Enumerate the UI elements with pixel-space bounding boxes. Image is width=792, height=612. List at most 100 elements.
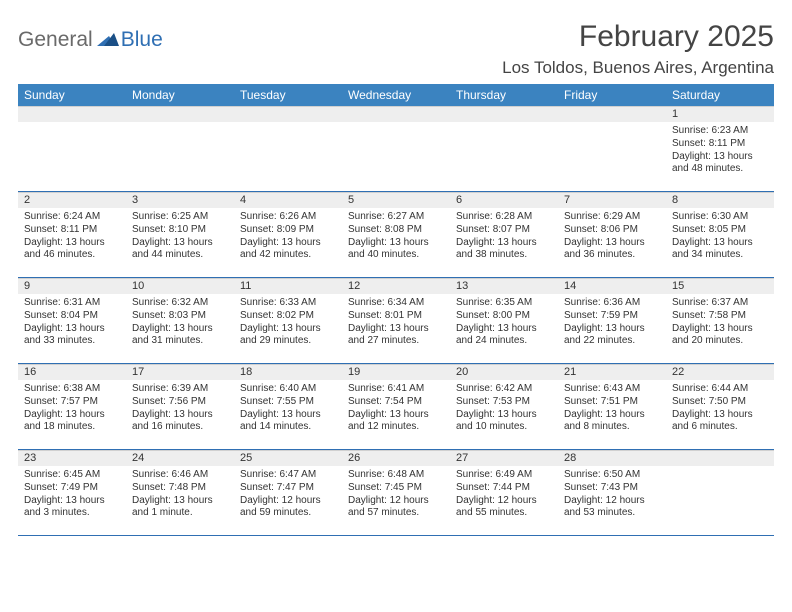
sunset-text: Sunset: 7:49 PM [24, 482, 120, 495]
day-cell: Sunrise: 6:25 AMSunset: 8:10 PMDaylight:… [126, 208, 234, 277]
sunrise-text: Sunrise: 6:28 AM [456, 211, 552, 224]
daylight-text: Daylight: 13 hours and 33 minutes. [24, 323, 120, 349]
day-of-week-header: Sunday Monday Tuesday Wednesday Thursday… [18, 84, 774, 106]
daylight-text: Daylight: 13 hours and 34 minutes. [672, 237, 768, 263]
day-cell: Sunrise: 6:44 AMSunset: 7:50 PMDaylight:… [666, 380, 774, 449]
day-number [558, 107, 666, 122]
day-number: 23 [18, 451, 126, 466]
sunrise-text: Sunrise: 6:50 AM [564, 469, 660, 482]
sunrise-text: Sunrise: 6:29 AM [564, 211, 660, 224]
sunrise-text: Sunrise: 6:45 AM [24, 469, 120, 482]
sunset-text: Sunset: 7:47 PM [240, 482, 336, 495]
day-cell [126, 122, 234, 191]
sunset-text: Sunset: 8:07 PM [456, 224, 552, 237]
day-number: 1 [666, 107, 774, 122]
day-cell: Sunrise: 6:35 AMSunset: 8:00 PMDaylight:… [450, 294, 558, 363]
day-cell: Sunrise: 6:29 AMSunset: 8:06 PMDaylight:… [558, 208, 666, 277]
sunset-text: Sunset: 8:08 PM [348, 224, 444, 237]
calendar-page: General Blue February 2025 Los Toldos, B… [0, 0, 792, 612]
sunrise-text: Sunrise: 6:34 AM [348, 297, 444, 310]
sunrise-text: Sunrise: 6:27 AM [348, 211, 444, 224]
day-number: 14 [558, 279, 666, 294]
week-date-band: 2345678 [18, 192, 774, 208]
sunrise-text: Sunrise: 6:33 AM [240, 297, 336, 310]
dow-saturday: Saturday [666, 84, 774, 106]
dow-friday: Friday [558, 84, 666, 106]
sunset-text: Sunset: 7:50 PM [672, 396, 768, 409]
week-body: Sunrise: 6:38 AMSunset: 7:57 PMDaylight:… [18, 380, 774, 450]
week-body: Sunrise: 6:45 AMSunset: 7:49 PM Daylight:… [18, 466, 774, 536]
day-cell [342, 122, 450, 191]
day-cell: Sunrise: 6:28 AMSunset: 8:07 PMDaylight:… [450, 208, 558, 277]
day-number: 3 [126, 193, 234, 208]
week-date-band: 9101112131415 [18, 278, 774, 294]
day-cell: Sunrise: 6:50 AMSunset: 7:43 PMDaylight:… [558, 466, 666, 535]
day-cell: Sunrise: 6:47 AMSunset: 7:47 PMDaylight:… [234, 466, 342, 535]
sunrise-text: Sunrise: 6:31 AM [24, 297, 120, 310]
sunset-text: Sunset: 7:55 PM [240, 396, 336, 409]
week-body: Sunrise: 6:23 AMSunset: 8:11 PMDaylight:… [18, 122, 774, 192]
sunrise-text: Sunrise: 6:44 AM [672, 383, 768, 396]
sunset-text: Sunset: 7:51 PM [564, 396, 660, 409]
sunrise-text: Sunrise: 6:43 AM [564, 383, 660, 396]
sunrise-text: Sunrise: 6:40 AM [240, 383, 336, 396]
day-cell: Sunrise: 6:46 AMSunset: 7:48 PMDaylight:… [126, 466, 234, 535]
day-cell: Sunrise: 6:37 AMSunset: 7:58 PMDaylight:… [666, 294, 774, 363]
daylight-text: Daylight: 13 hours and 46 minutes. [24, 237, 120, 263]
day-cell: Sunrise: 6:26 AMSunset: 8:09 PMDaylight:… [234, 208, 342, 277]
day-number: 17 [126, 365, 234, 380]
day-cell [666, 466, 774, 535]
day-number: 8 [666, 193, 774, 208]
daylight-text: Daylight: 13 hours and 38 minutes. [456, 237, 552, 263]
week-date-band: 16171819202122 [18, 364, 774, 380]
day-cell: Sunrise: 6:43 AMSunset: 7:51 PMDaylight:… [558, 380, 666, 449]
day-cell: Sunrise: 6:24 AMSunset: 8:11 PMDaylight:… [18, 208, 126, 277]
daylight-text: Daylight: 12 hours and 57 minutes. [348, 495, 444, 521]
sunrise-text: Sunrise: 6:46 AM [132, 469, 228, 482]
daylight-text: Daylight: 13 hours and 48 minutes. [672, 151, 768, 177]
brand-word-1: General [18, 28, 93, 52]
daylight-text: Daylight: 13 hours and 27 minutes. [348, 323, 444, 349]
sunrise-text: Sunrise: 6:37 AM [672, 297, 768, 310]
sunset-text: Sunset: 7:53 PM [456, 396, 552, 409]
daylight-text: Daylight: 13 hours and 40 minutes. [348, 237, 444, 263]
sunset-text: Sunset: 7:44 PM [456, 482, 552, 495]
sunrise-text: Sunrise: 6:25 AM [132, 211, 228, 224]
sunrise-text: Sunrise: 6:39 AM [132, 383, 228, 396]
day-cell: Sunrise: 6:39 AMSunset: 7:56 PMDaylight:… [126, 380, 234, 449]
day-cell: Sunrise: 6:40 AMSunset: 7:55 PMDaylight:… [234, 380, 342, 449]
day-number: 19 [342, 365, 450, 380]
day-number: 11 [234, 279, 342, 294]
sunrise-text: Sunrise: 6:41 AM [348, 383, 444, 396]
sunset-text: Sunset: 8:09 PM [240, 224, 336, 237]
day-number: 25 [234, 451, 342, 466]
brand-mark-icon [97, 30, 119, 51]
day-cell: Sunrise: 6:49 AMSunset: 7:44 PMDaylight:… [450, 466, 558, 535]
sunrise-text: Sunrise: 6:32 AM [132, 297, 228, 310]
sunrise-text: Sunrise: 6:47 AM [240, 469, 336, 482]
sunset-text: Sunset: 8:05 PM [672, 224, 768, 237]
day-number: 4 [234, 193, 342, 208]
day-number [342, 107, 450, 122]
sunset-text: Sunset: 7:45 PM [348, 482, 444, 495]
day-number [18, 107, 126, 122]
sunset-text: Sunset: 8:11 PM [672, 138, 768, 151]
day-number: 6 [450, 193, 558, 208]
sunset-text: Sunset: 7:56 PM [132, 396, 228, 409]
sunrise-text: Sunrise: 6:24 AM [24, 211, 120, 224]
sunset-text: Sunset: 8:06 PM [564, 224, 660, 237]
sunrise-text: Sunrise: 6:36 AM [564, 297, 660, 310]
location-subtitle: Los Toldos, Buenos Aires, Argentina [502, 58, 774, 78]
day-cell: Sunrise: 6:45 AMSunset: 7:49 PMDaylight:… [18, 466, 126, 535]
sunset-text: Sunset: 7:48 PM [132, 482, 228, 495]
day-number: 18 [234, 365, 342, 380]
sunset-text: Sunset: 7:54 PM [348, 396, 444, 409]
day-cell: Sunrise: 6:34 AMSunset: 8:01 PMDaylight:… [342, 294, 450, 363]
day-cell: Sunrise: 6:30 AMSunset: 8:05 PMDaylight:… [666, 208, 774, 277]
day-cell [450, 122, 558, 191]
sunrise-text: Sunrise: 6:42 AM [456, 383, 552, 396]
sunset-text: Sunset: 8:10 PM [132, 224, 228, 237]
day-cell: Sunrise: 6:32 AMSunset: 8:03 PMDaylight:… [126, 294, 234, 363]
daylight-text: Daylight: 13 hours and 31 minutes. [132, 323, 228, 349]
day-number: 16 [18, 365, 126, 380]
